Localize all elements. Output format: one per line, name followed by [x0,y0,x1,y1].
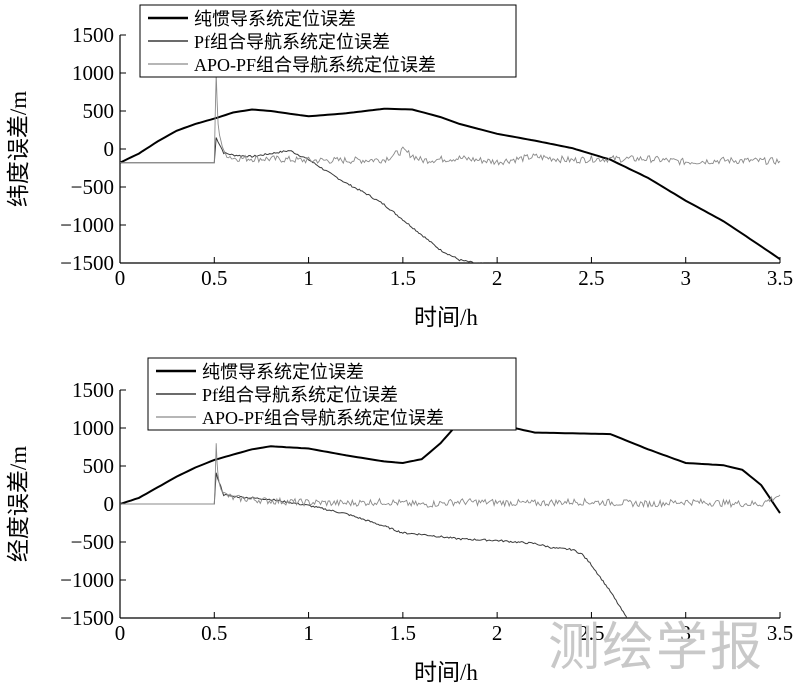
y-tick-label: −1000 [60,213,114,237]
legend: 纯惯导系统定位误差 Pf组合导航系统定位误差 APO-PF组合导航系统定位误差 [147,357,517,431]
y-tick-label: −1000 [60,568,114,592]
y-tick-label: 500 [83,454,115,478]
x-tick-label: 3.5 [767,621,793,645]
x-tick-label: 3 [680,266,691,290]
y-tick-label: 1500 [72,23,114,47]
series-line-1 [120,420,781,514]
x-tick-label: 1 [303,621,314,645]
legend-label-1: 纯惯导系统定位误差 [202,362,364,382]
chart-panel-1: 0 0.5 1 1.5 2 2.5 3 3.5 1500 1000 500 0 −500 −1000 −15… [6,4,793,330]
x-tick-label: 2.5 [578,621,604,645]
x-tick-label: 0.5 [201,266,227,290]
y-tick-label: 1000 [72,61,114,85]
x-tick-label: 0 [115,266,126,290]
legend-label-3: APO-PF组合导航系统定位误差 [194,55,436,75]
legend-label-2: Pf组合导航系统定位误差 [202,385,398,405]
legend-label-3: APO-PF组合导航系统定位误差 [202,408,444,428]
y-tick-label: −500 [71,530,114,554]
series-line-3 [120,73,781,166]
y-tick-label: −1500 [60,251,114,275]
x-axis-label: 时间/h [414,660,478,685]
x-tick-label: 0.5 [201,621,227,645]
legend-box [139,4,517,78]
y-tick-label: −1500 [60,606,114,630]
y-axis-label: 纬度误差/m [6,91,31,207]
legend-box [147,357,517,431]
x-tick-label: 3 [680,621,691,645]
legend-label-1: 纯惯导系统定位误差 [194,9,356,29]
x-tick-label: 0 [115,621,126,645]
x-axis-label: 时间/h [414,305,478,330]
x-tick-label: 3.5 [767,266,793,290]
x-tick-label: 1 [303,266,314,290]
y-tick-label: 1500 [72,378,114,402]
x-tick-label: 1.5 [390,621,416,645]
y-axis-label: 经度误差/m [6,446,31,562]
y-tick-label: 500 [83,99,115,123]
x-tick-label: 2 [492,621,503,645]
y-tick-label: −500 [71,175,114,199]
y-tick-label: 0 [104,492,115,516]
legend-label-2: Pf组合导航系统定位误差 [194,32,390,52]
x-tick-label: 1.5 [390,266,416,290]
series-line-2 [120,472,628,618]
y-tick-label: 0 [104,137,115,161]
y-tick-label: 1000 [72,416,114,440]
legend: 纯惯导系统定位误差 Pf组合导航系统定位误差 APO-PF组合导航系统定位误差 [139,4,517,78]
x-tick-label: 2 [492,266,503,290]
series-line-3 [120,443,781,509]
chart-panel-2: 0 0.5 1 1.5 2 2.5 3 3.5 1500 1000 500 0 −500 −1000 −15… [6,357,793,685]
watermark-text: 测绘学报 [548,618,765,678]
series-line-1 [120,107,781,261]
x-tick-label: 2.5 [578,266,604,290]
